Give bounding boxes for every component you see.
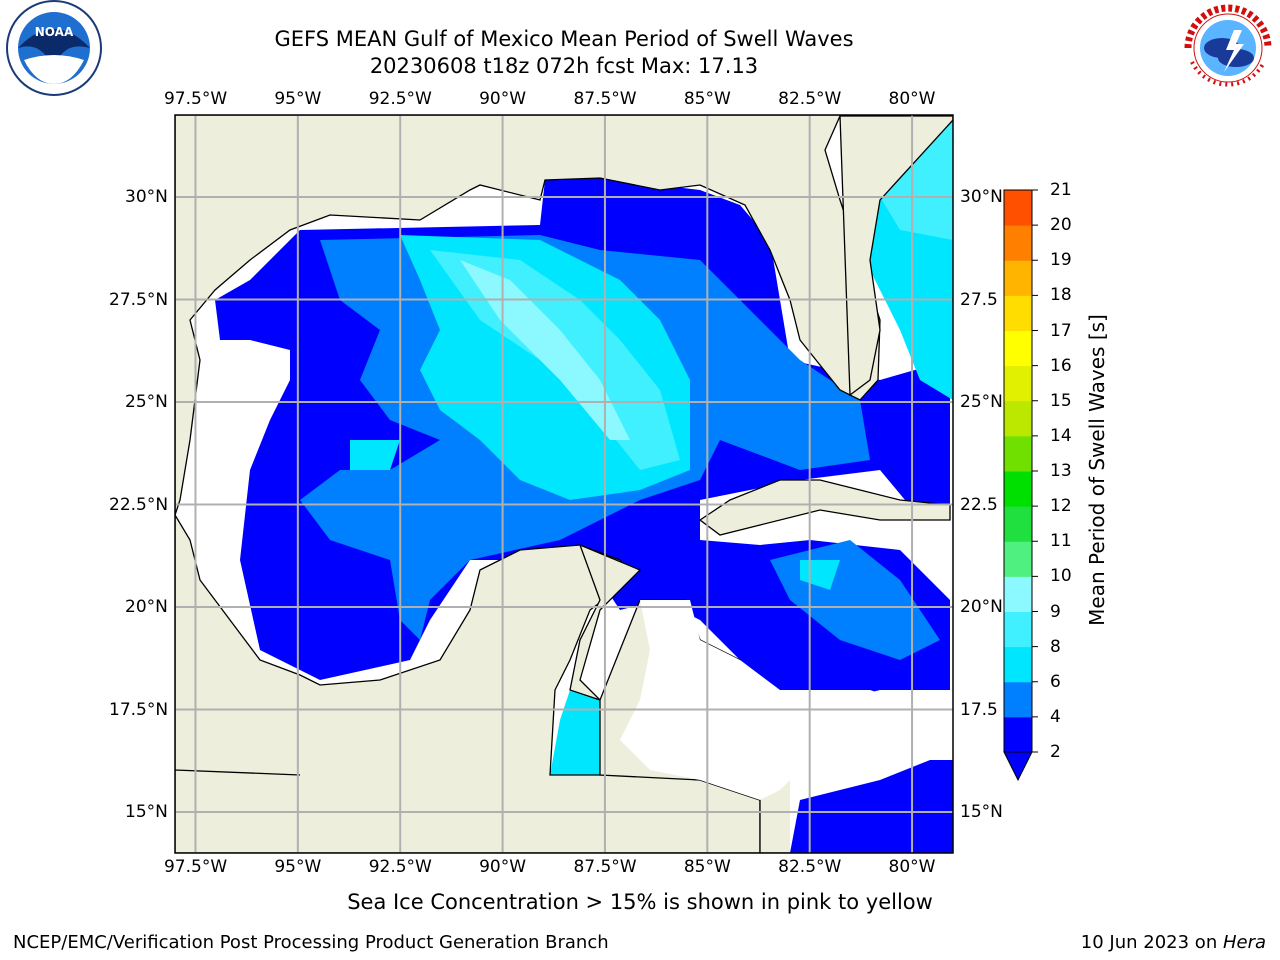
colorbar-swatch: [1004, 260, 1032, 296]
colorbar-tick-label: 10: [1050, 566, 1072, 587]
land-mass: [839, 115, 953, 397]
sea-ice-caption: Sea Ice Concentration > 15% is shown in …: [347, 890, 933, 914]
colorbar-swatch: [1004, 646, 1032, 683]
colorbar-tick-label: 14: [1050, 425, 1072, 446]
lat-tick-label-right: 17.5: [960, 699, 998, 720]
lat-tick-label-right: 20°N: [960, 597, 1003, 617]
colorbar-swatch: [1004, 611, 1032, 648]
colorbar-swatch: [1004, 506, 1032, 542]
noaa-logo: NOAA: [6, 0, 102, 96]
colorbar-tick-label: 15: [1050, 390, 1072, 411]
footer-host: Hera: [1222, 932, 1266, 953]
chart-title: GEFS MEAN Gulf of Mexico Mean Period of …: [274, 27, 854, 51]
lat-tick-label-right: 22.5: [960, 494, 998, 515]
lon-tick-label-bottom: 85°W: [683, 857, 731, 877]
lon-tick-label-bottom: 87.5°W: [573, 857, 637, 877]
colorbar-tick-label: 19: [1050, 250, 1072, 271]
colorbar-tick-label: 13: [1050, 461, 1072, 481]
ocean-nodata: [620, 600, 810, 800]
colorbar-swatch: [1004, 435, 1032, 472]
lat-tick-label-left: 17.5°N: [109, 699, 169, 720]
colorbar-tick-label: 21: [1050, 180, 1072, 200]
swell-period-contour: [350, 440, 400, 470]
colorbar-swatch: [1004, 295, 1032, 331]
lat-tick-label-right: 30°N: [960, 187, 1003, 207]
colorbar-swatch: [1004, 225, 1032, 261]
chart-subtitle: 20230608 t18z 072h fcst Max: 17.13: [369, 54, 759, 78]
colorbar-swatch: [1004, 190, 1032, 226]
lon-tick-label-top: 87.5°W: [573, 89, 637, 109]
lat-tick-label-left: 22.5°N: [109, 494, 169, 515]
lat-tick-label-right: 27.5: [960, 289, 998, 310]
lon-tick-label-bottom: 95°W: [274, 857, 322, 877]
colorbar-tick-label: 4: [1050, 706, 1061, 727]
colorbar-swatch: [1004, 330, 1032, 367]
lon-tick-label-top: 95°W: [274, 89, 322, 109]
lat-tick-label-right: 15°N: [960, 802, 1003, 822]
colorbar-tick-label: 2: [1050, 742, 1061, 762]
lon-tick-label-top: 97.5°W: [163, 89, 228, 109]
lon-tick-label-top: 92.5°W: [368, 89, 432, 109]
colorbar-swatch: [1004, 716, 1032, 753]
colorbar-extend: [1003, 751, 1033, 782]
lat-tick-label-right: 25°N: [960, 392, 1003, 412]
nws-logo: [1182, 2, 1274, 94]
colorbar-swatch: [1004, 400, 1032, 437]
map-frame: [174, 114, 954, 854]
colorbar-swatch: [1004, 365, 1032, 402]
lon-tick-label-top: 85°W: [683, 89, 731, 109]
lon-tick-label-bottom: 80°W: [888, 857, 936, 877]
lon-tick-label-bottom: 92.5°W: [368, 857, 432, 877]
colorbar-tick-label: 9: [1050, 601, 1061, 622]
swell-period-contour: [550, 690, 600, 775]
colorbar-tick-label: 11: [1050, 531, 1072, 552]
colorbar-tick-label: 17: [1050, 320, 1072, 341]
colorbar-tick-label: 18: [1050, 285, 1072, 306]
lon-tick-label-bottom: 97.5°W: [163, 857, 228, 877]
lat-tick-label-left: 27.5°N: [109, 289, 169, 310]
colorbar-tick-label: 20: [1050, 215, 1072, 236]
colorbar-tick-label: 6: [1050, 671, 1061, 692]
colorbar-label: Mean Period of Swell Waves [s]: [1085, 314, 1109, 626]
colorbar-swatch: [1004, 471, 1032, 507]
lat-tick-label-left: 20°N: [125, 597, 168, 617]
footer-credit: NCEP/EMC/Verification Post Processing Pr…: [13, 932, 609, 953]
colorbar-tick-label: 16: [1050, 355, 1072, 376]
lon-tick-label-bottom: 90°W: [479, 857, 527, 877]
colorbar-swatch: [1004, 541, 1032, 577]
colorbar-swatch: [1004, 576, 1032, 612]
lon-tick-label-top: 90°W: [479, 89, 527, 109]
colorbar-tick-label: 12: [1050, 496, 1072, 517]
lat-tick-label-left: 30°N: [125, 187, 168, 207]
footer-date: 10 Jun 2023 on Hera: [1080, 932, 1266, 953]
colorbar-tick-label: 8: [1050, 636, 1061, 657]
lat-tick-label-left: 15°N: [125, 802, 168, 822]
noaa-wordmark: NOAA: [35, 25, 74, 39]
lon-tick-label-top: 80°W: [888, 89, 936, 109]
lon-tick-label-top: 82.5°W: [778, 89, 842, 109]
lat-tick-label-left: 25°N: [125, 392, 168, 412]
lon-tick-label-bottom: 82.5°W: [778, 857, 842, 877]
colorbar-swatch: [1004, 681, 1032, 718]
